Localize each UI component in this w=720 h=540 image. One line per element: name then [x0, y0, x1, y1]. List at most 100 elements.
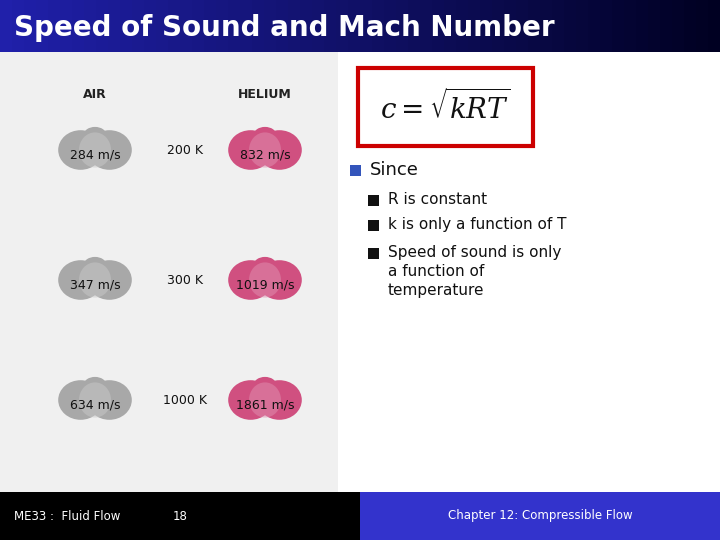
Text: 1000 K: 1000 K — [163, 394, 207, 407]
Ellipse shape — [257, 130, 302, 170]
Bar — [72, 0, 85, 52]
Bar — [368, 247, 379, 259]
Ellipse shape — [84, 127, 107, 143]
Text: Since: Since — [370, 161, 419, 179]
Bar — [408, 0, 421, 52]
Bar — [0, 492, 360, 540]
Bar — [528, 0, 541, 52]
Bar — [108, 0, 121, 52]
Bar — [348, 0, 361, 52]
Bar — [384, 0, 397, 52]
Text: 347 m/s: 347 m/s — [70, 279, 120, 292]
Bar — [24, 0, 37, 52]
Ellipse shape — [58, 380, 103, 420]
Bar — [336, 0, 349, 52]
Ellipse shape — [79, 132, 111, 167]
Bar — [228, 0, 241, 52]
Bar — [300, 0, 313, 52]
Ellipse shape — [254, 257, 276, 272]
Ellipse shape — [254, 377, 276, 392]
Ellipse shape — [228, 260, 273, 300]
Ellipse shape — [87, 380, 132, 420]
Text: $c = \sqrt{kRT}$: $c = \sqrt{kRT}$ — [380, 89, 511, 125]
Bar — [648, 0, 661, 52]
Ellipse shape — [249, 132, 281, 167]
Bar — [252, 0, 265, 52]
Ellipse shape — [254, 127, 276, 143]
Text: AIR: AIR — [83, 89, 107, 102]
Text: 1861 m/s: 1861 m/s — [235, 399, 294, 411]
Bar — [264, 0, 277, 52]
Bar — [276, 0, 289, 52]
Bar — [492, 0, 505, 52]
Bar — [144, 0, 157, 52]
Ellipse shape — [249, 382, 281, 417]
Text: 634 m/s: 634 m/s — [70, 399, 120, 411]
Bar — [156, 0, 169, 52]
Bar — [480, 0, 493, 52]
Bar — [612, 0, 625, 52]
Bar — [120, 0, 133, 52]
Ellipse shape — [58, 130, 103, 170]
Bar — [368, 194, 379, 206]
Ellipse shape — [84, 257, 107, 272]
Ellipse shape — [58, 260, 103, 300]
Bar — [204, 0, 217, 52]
Text: ME33 :  Fluid Flow: ME33 : Fluid Flow — [14, 510, 120, 523]
Text: temperature: temperature — [388, 284, 485, 299]
Bar — [468, 0, 481, 52]
Bar — [660, 0, 673, 52]
Bar — [0, 52, 338, 492]
Ellipse shape — [87, 130, 132, 170]
Bar — [360, 0, 373, 52]
Bar — [684, 0, 697, 52]
Bar — [0, 0, 13, 52]
Bar — [552, 0, 565, 52]
Ellipse shape — [228, 380, 273, 420]
Bar — [168, 0, 181, 52]
Bar — [588, 0, 601, 52]
Bar — [396, 0, 409, 52]
Bar — [132, 0, 145, 52]
Ellipse shape — [257, 260, 302, 300]
Text: Chapter 12: Compressible Flow: Chapter 12: Compressible Flow — [448, 510, 632, 523]
Ellipse shape — [249, 262, 281, 298]
Bar — [360, 492, 720, 540]
Text: 1019 m/s: 1019 m/s — [235, 279, 294, 292]
Text: k is only a function of T: k is only a function of T — [388, 218, 567, 233]
Ellipse shape — [87, 260, 132, 300]
Text: 284 m/s: 284 m/s — [70, 148, 120, 161]
Bar — [444, 0, 457, 52]
Ellipse shape — [79, 262, 111, 298]
Bar — [324, 0, 337, 52]
Bar — [672, 0, 685, 52]
Text: Speed of sound is only: Speed of sound is only — [388, 246, 562, 260]
Bar — [192, 0, 205, 52]
Bar — [516, 0, 529, 52]
Bar — [60, 0, 73, 52]
Bar — [708, 0, 720, 52]
Ellipse shape — [79, 382, 111, 417]
Bar — [372, 0, 385, 52]
Text: 18: 18 — [173, 510, 187, 523]
Text: 832 m/s: 832 m/s — [240, 148, 290, 161]
Bar — [84, 0, 97, 52]
Text: a function of: a function of — [388, 265, 485, 280]
Bar — [624, 0, 637, 52]
Text: 200 K: 200 K — [167, 144, 203, 157]
Bar — [180, 0, 193, 52]
Bar — [504, 0, 517, 52]
Bar — [564, 0, 577, 52]
Bar — [576, 0, 589, 52]
Bar — [358, 68, 533, 146]
Bar — [312, 0, 325, 52]
Bar — [350, 165, 361, 176]
Ellipse shape — [257, 380, 302, 420]
Bar — [696, 0, 709, 52]
Bar — [368, 219, 379, 231]
Bar — [600, 0, 613, 52]
Text: Speed of Sound and Mach Number: Speed of Sound and Mach Number — [14, 14, 554, 42]
Bar — [456, 0, 469, 52]
Bar — [48, 0, 61, 52]
Bar — [12, 0, 25, 52]
